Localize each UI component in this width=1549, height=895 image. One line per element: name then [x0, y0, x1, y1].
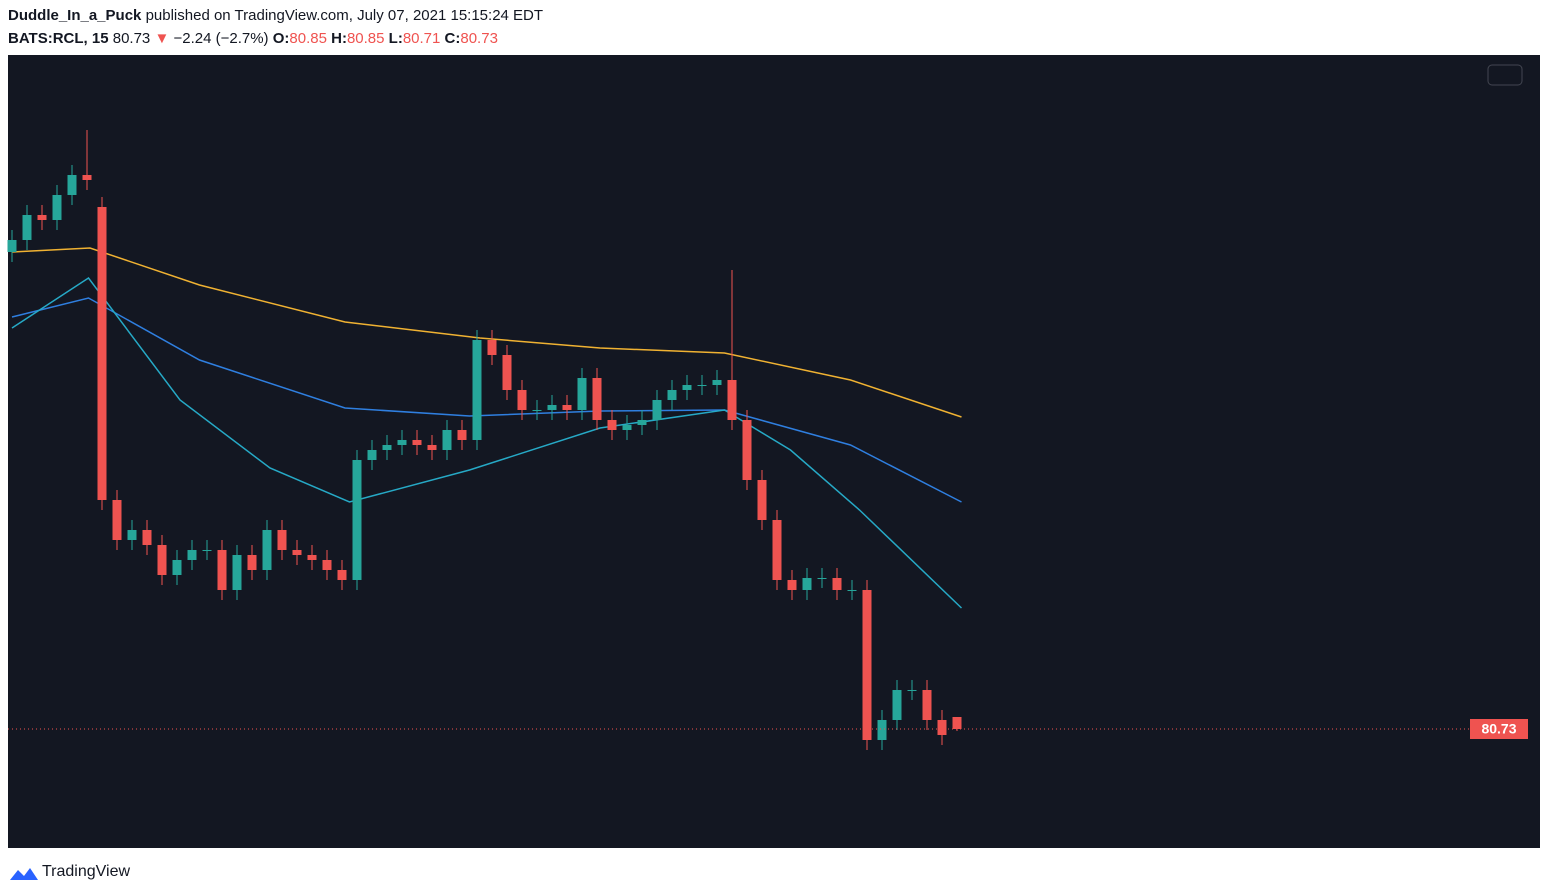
- candle-body: [262, 530, 272, 570]
- candle-body: [907, 690, 917, 691]
- candle-body: [847, 590, 857, 591]
- last: 80.73: [112, 30, 151, 47]
- candle-body: [172, 560, 182, 575]
- candle-body: [277, 530, 287, 550]
- change: −2.24 (−2.7%): [173, 30, 269, 47]
- candle-body: [817, 578, 827, 579]
- candle-body: [652, 400, 662, 420]
- publish-line: Duddle_In_a_Puck published on TradingVie…: [8, 7, 543, 24]
- candle-body: [487, 340, 497, 355]
- symbol-line: BATS:RCL, 15 80.73 ▼ −2.24 (−2.7%) O:80.…: [8, 30, 498, 47]
- candle-body: [622, 425, 632, 430]
- o-label: O:: [272, 30, 290, 47]
- l-value: 80.71: [402, 30, 441, 47]
- candle-body: [592, 378, 602, 420]
- candle-body: [202, 550, 212, 551]
- c-label: C:: [444, 30, 461, 47]
- candle-body: [892, 690, 902, 720]
- candle-body: [562, 405, 572, 410]
- candle-body: [502, 355, 512, 390]
- candle-body: [457, 430, 467, 440]
- candle-body: [382, 445, 392, 450]
- candle-body: [712, 380, 722, 385]
- candle-body: [217, 550, 227, 590]
- candle-body: [427, 445, 437, 450]
- candle-body: [142, 530, 152, 545]
- candle-body: [367, 450, 377, 460]
- candle-body: [67, 175, 77, 195]
- candle-body: [547, 405, 557, 410]
- candle-body: [877, 720, 887, 740]
- candle-body: [772, 520, 782, 580]
- candle-body: [292, 550, 302, 555]
- candle-body: [232, 555, 242, 590]
- candle-body: [922, 690, 932, 720]
- candle-body: [472, 340, 482, 440]
- candle-body: [112, 500, 122, 540]
- candle-body: [832, 578, 842, 590]
- h-label: H:: [331, 30, 347, 47]
- last-price-box: [1470, 719, 1528, 739]
- candle-body: [532, 410, 542, 411]
- symbol: BATS:RCL, 15: [8, 30, 109, 47]
- logo: [10, 868, 38, 880]
- candle-body: [577, 378, 587, 410]
- candle-body: [52, 195, 62, 220]
- last-price-label: 80.73: [1481, 721, 1516, 737]
- down-arrow: ▼: [154, 30, 170, 47]
- candle-body: [97, 207, 107, 500]
- candle-body: [727, 380, 737, 420]
- candle-body: [157, 545, 167, 575]
- candle-body: [682, 385, 692, 390]
- h-value: 80.85: [346, 30, 385, 47]
- candle-body: [517, 390, 527, 410]
- l-label: L:: [388, 30, 403, 47]
- candle-body: [22, 215, 32, 240]
- candle-body: [37, 215, 47, 220]
- candle-body: [307, 555, 317, 560]
- candle-body: [397, 440, 407, 445]
- brand: TradingView: [42, 863, 130, 880]
- chart-panel: [8, 55, 1540, 848]
- candle-body: [412, 440, 422, 445]
- candle-body: [607, 420, 617, 430]
- published: published on TradingView.com, July 07, 2…: [145, 7, 544, 24]
- publisher: Duddle_In_a_Puck: [8, 7, 142, 24]
- candle-body: [787, 580, 797, 590]
- candle-body: [127, 530, 137, 540]
- candle-body: [937, 720, 947, 735]
- moving-average: [11, 247, 962, 418]
- panel-button[interactable]: [1487, 64, 1523, 86]
- candle-body: [667, 390, 677, 400]
- candle-body: [802, 578, 812, 590]
- candle-body: [352, 460, 362, 580]
- candle-body: [7, 240, 17, 252]
- candle-body: [862, 590, 872, 740]
- candle-body: [697, 385, 707, 386]
- candle-body: [757, 480, 767, 520]
- moving-average: [11, 276, 963, 609]
- c-value: 80.73: [460, 30, 498, 47]
- candle-body: [82, 175, 92, 180]
- candle-body: [187, 550, 197, 560]
- candle-body: [337, 570, 347, 580]
- candle-body: [442, 430, 452, 450]
- candle-body: [742, 420, 752, 480]
- candle-body: [637, 420, 647, 425]
- o-value: 80.85: [289, 30, 327, 47]
- moving-average: [11, 297, 962, 503]
- candle-body: [322, 560, 332, 570]
- candle-body: [247, 555, 257, 570]
- candle-body: [952, 717, 962, 729]
